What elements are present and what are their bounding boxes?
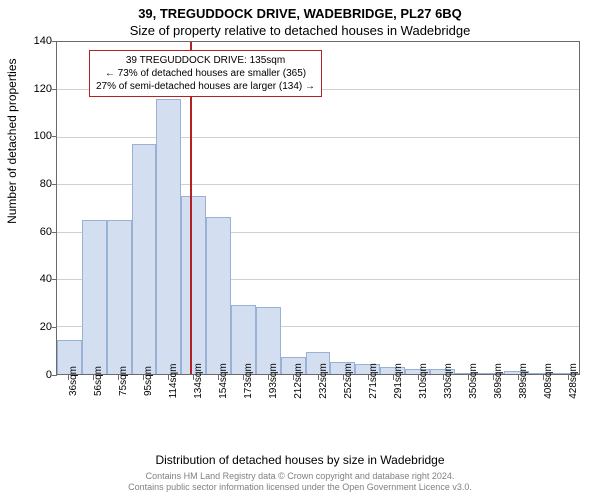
y-tick-label: 40 <box>40 273 52 285</box>
page-title-address: 39, TREGUDDOCK DRIVE, WADEBRIDGE, PL27 6… <box>0 0 600 21</box>
y-tick-label: 140 <box>34 35 52 47</box>
x-tick-label: 95sqm <box>143 366 154 396</box>
x-tick-label: 389sqm <box>518 363 529 399</box>
y-tick-label: 60 <box>40 226 52 238</box>
x-tick-label: 310sqm <box>418 363 429 399</box>
histogram-bar <box>206 217 231 373</box>
x-ticks: 36sqm56sqm75sqm95sqm114sqm134sqm154sqm17… <box>56 375 580 437</box>
y-tick-label: 20 <box>40 321 52 333</box>
x-tick-label: 291sqm <box>393 363 404 399</box>
x-tick-label: 36sqm <box>68 366 79 396</box>
x-tick-label: 134sqm <box>193 363 204 399</box>
info-line2: ← 73% of detached houses are smaller (36… <box>96 67 315 80</box>
plot-region: 39 TREGUDDOCK DRIVE: 135sqm ← 73% of det… <box>56 41 580 375</box>
x-tick-label: 154sqm <box>218 363 229 399</box>
x-tick-label: 114sqm <box>168 363 179 398</box>
x-tick-label: 212sqm <box>293 363 304 399</box>
x-tick-label: 330sqm <box>443 363 454 399</box>
footer-line2: Contains public sector information licen… <box>0 482 600 494</box>
x-tick-label: 56sqm <box>93 366 104 396</box>
page-title-desc: Size of property relative to detached ho… <box>0 21 600 41</box>
histogram-bar <box>132 144 157 374</box>
x-tick-label: 232sqm <box>318 363 329 399</box>
histogram-bar <box>82 220 107 374</box>
info-line3: 27% of semi-detached houses are larger (… <box>96 80 315 93</box>
x-tick-label: 271sqm <box>368 363 379 399</box>
histogram-bar <box>156 99 181 374</box>
histogram-bar <box>181 196 206 374</box>
x-tick-label: 428sqm <box>568 363 579 399</box>
x-axis-label: Distribution of detached houses by size … <box>0 453 600 471</box>
chart-area: 020406080100120140 39 TREGUDDOCK DRIVE: … <box>56 41 580 437</box>
y-tick-label: 80 <box>40 178 52 190</box>
footer-line1: Contains HM Land Registry data © Crown c… <box>0 471 600 483</box>
x-tick-label: 252sqm <box>343 363 354 399</box>
info-line1: 39 TREGUDDOCK DRIVE: 135sqm <box>96 54 315 67</box>
info-box: 39 TREGUDDOCK DRIVE: 135sqm ← 73% of det… <box>89 50 322 97</box>
footer: Contains HM Land Registry data © Crown c… <box>0 471 600 500</box>
x-tick-label: 75sqm <box>118 366 129 396</box>
x-tick-label: 193sqm <box>268 363 279 399</box>
x-tick-label: 173sqm <box>243 363 254 399</box>
y-axis-label: Number of detached properties <box>5 58 19 223</box>
y-tick-label: 100 <box>34 130 52 142</box>
x-tick-label: 350sqm <box>468 363 479 399</box>
y-tick-label: 120 <box>34 83 52 95</box>
histogram-bar <box>107 220 132 374</box>
x-tick-label: 369sqm <box>493 363 504 399</box>
x-tick-label: 408sqm <box>543 363 554 399</box>
